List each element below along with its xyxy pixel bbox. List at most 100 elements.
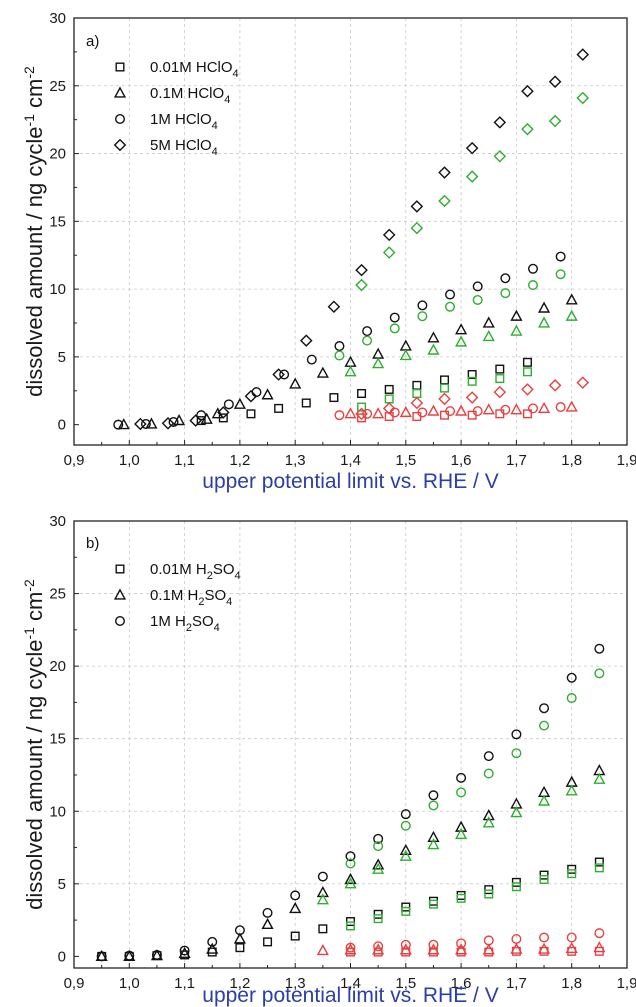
data-point-circle-green (362, 335, 373, 346)
legend-subscript: 4 (235, 570, 241, 582)
data-point-circle-red (345, 942, 356, 953)
data-point-circle-green (334, 350, 345, 361)
x-tick-label: 1,6 (451, 975, 472, 992)
data-point-triangle-green (427, 343, 440, 355)
data-point-triangle-black (211, 407, 224, 419)
data-point-triangle-black (289, 901, 302, 914)
data-point-triangle-black (206, 942, 219, 954)
data-point-circle-black (279, 369, 290, 380)
data-point-circle-green (417, 311, 428, 322)
legend-subscript: 4 (212, 120, 218, 132)
data-point-circle-green (483, 768, 494, 779)
legend-text: 5M HClO (150, 137, 212, 154)
data-point-triangle-red (537, 401, 551, 413)
x-tick-label: 1,8 (561, 452, 582, 469)
data-point-triangle-green (344, 877, 357, 889)
x-tick-label: 1,3 (285, 975, 306, 992)
data-point-diamond-red (493, 385, 507, 399)
legend-text: 0.01M H (150, 561, 207, 578)
data-point-diamond-green (548, 114, 562, 128)
data-point-triangle-red (510, 403, 523, 415)
legend-label: 0.01M H2SO4 (150, 561, 241, 582)
data-point-triangle-black (178, 946, 191, 959)
data-point-circle-black (428, 790, 439, 801)
data-point-triangle-black (372, 858, 385, 870)
data-point-circle-black (196, 410, 207, 421)
y-tick-label: 10 (49, 803, 66, 820)
data-point-circle-black (511, 729, 522, 740)
data-point-triangle-green (565, 309, 578, 321)
data-point-circle-black (179, 945, 190, 956)
data-point-diamond-black (548, 75, 562, 89)
legend-subscript: 2 (198, 596, 204, 608)
y-axis-title-sup: -1 (21, 114, 37, 127)
legend-text: SO (204, 587, 226, 604)
panel-label: b) (86, 535, 99, 552)
data-point-diamond-green (493, 149, 507, 163)
data-point-circle-green (566, 693, 577, 704)
x-tick-label: 1,7 (506, 975, 527, 992)
data-point-circle-black (207, 936, 218, 947)
legend-text: 0.1M H (150, 587, 198, 604)
legend-subscript: 4 (233, 68, 239, 80)
legend-subscript: 4 (224, 94, 230, 106)
data-point-circle-black (168, 416, 179, 427)
data-point-triangle-black (289, 377, 302, 389)
data-point-circle-red (362, 408, 373, 419)
data-point-circle-black (317, 871, 328, 882)
y-tick-label: 0 (58, 948, 66, 965)
data-point-square-green (440, 383, 450, 393)
data-point-circle-red (483, 935, 494, 946)
y-tick-label: 30 (49, 10, 66, 27)
data-point-triangle-green (565, 784, 578, 796)
data-point-triangle-black (399, 843, 412, 856)
data-point-triangle-red (344, 407, 357, 419)
data-point-triangle-green (537, 794, 551, 806)
data-point-diamond-green (410, 221, 424, 235)
data-point-circle-red (472, 406, 483, 417)
data-point-circle-green (527, 280, 538, 291)
data-point-diamond-black (244, 389, 258, 403)
chart-panel-a: 0,9 1,0 1,1 1,2 1,3 1,4 1,5 1,6 1,7 1,8 1,9 0 5 10 15 2… (21, 10, 636, 493)
data-point-square-black (274, 403, 284, 413)
data-point-circle-green (456, 787, 467, 798)
data-point-circle-black (262, 907, 273, 918)
data-point-diamond-green (576, 91, 590, 105)
data-point-circle-green (345, 858, 356, 869)
data-point-square-black (318, 924, 328, 934)
data-point-diamond-red (521, 383, 534, 396)
data-point-diamond-red (382, 402, 396, 415)
y-tick-label: 15 (49, 213, 66, 230)
data-point-diamond-black (576, 48, 590, 61)
data-point-square-black (357, 388, 367, 398)
data-point-square-green (346, 921, 356, 931)
data-point-circle-red (445, 406, 456, 417)
data-point-circle-black (345, 851, 356, 862)
data-point-circle-black (113, 419, 124, 430)
legend-subscript: 2 (186, 622, 192, 634)
legend-marker-triangle (113, 588, 127, 600)
data-point-triangle-green (372, 357, 385, 369)
data-point-triangle-green (455, 335, 468, 347)
data-point-triangle-black (117, 418, 130, 430)
data-point-diamond-black (189, 414, 202, 427)
y-tick-label: 5 (58, 349, 66, 366)
data-point-square-green (467, 376, 477, 386)
data-point-circle-black (445, 289, 456, 300)
data-point-triangle-black (455, 323, 468, 335)
data-point-circle-green (594, 668, 605, 679)
x-tick-label: 1,0 (119, 452, 140, 469)
data-point-diamond-black (299, 334, 313, 347)
data-point-square-black (246, 409, 256, 419)
data-point-circle-black (389, 312, 400, 323)
data-point-square-black (263, 937, 273, 947)
data-point-circle-black (555, 251, 566, 262)
data-point-square-green (401, 906, 411, 916)
legend-text: 0.01M HClO (150, 59, 233, 76)
data-point-triangle-green (427, 838, 440, 850)
y-axis-title-sup: -2 (21, 66, 37, 79)
data-point-circle-red (566, 932, 577, 943)
data-point-circle-black (306, 354, 317, 365)
legend-subscript: 4 (226, 596, 232, 608)
legend-text: 1M HClO (150, 111, 212, 128)
